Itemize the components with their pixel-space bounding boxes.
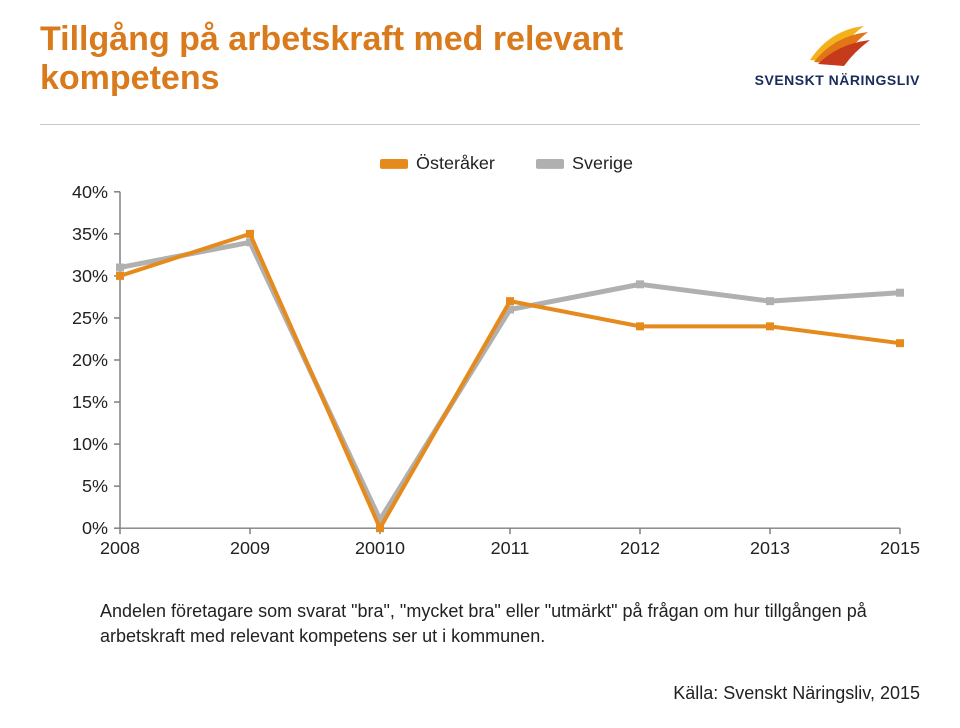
svg-text:35%: 35% [72, 224, 108, 244]
title-divider [40, 124, 920, 125]
svg-text:2011: 2011 [491, 538, 530, 558]
page-title: Tillgång på arbetskraft med relevant kom… [40, 20, 680, 98]
svg-text:Sverige: Sverige [572, 153, 633, 173]
chart-description: Andelen företagare som svarat "bra", "my… [100, 599, 900, 648]
svg-text:Österåker: Österåker [416, 153, 495, 173]
line-chart: 0% 5% 10% 15% 20% 25% 30% 35% 40% 2008 2009 20010 20… [40, 150, 920, 568]
source-text: Källa: Svenskt Näringsliv, 2015 [673, 683, 920, 704]
svg-text:2015: 2015 [880, 538, 920, 558]
slide: Tillgång på arbetskraft med relevant kom… [0, 0, 960, 728]
brand-logo: SVENSKT NÄRINGSLIV [755, 22, 920, 88]
svg-text:25%: 25% [72, 308, 108, 328]
svg-text:2009: 2009 [230, 538, 270, 558]
svg-text:15%: 15% [72, 392, 108, 412]
svg-text:5%: 5% [82, 476, 108, 496]
svg-text:2013: 2013 [750, 538, 790, 558]
brand-name: SVENSKT NÄRINGSLIV [755, 72, 920, 88]
flame-icon [800, 22, 874, 68]
svg-text:2012: 2012 [620, 538, 660, 558]
svg-text:2008: 2008 [100, 538, 140, 558]
svg-text:30%: 30% [72, 266, 108, 286]
svg-text:20%: 20% [72, 350, 108, 370]
svg-text:10%: 10% [72, 434, 108, 454]
svg-text:40%: 40% [72, 182, 108, 202]
chart-svg: 0% 5% 10% 15% 20% 25% 30% 35% 40% 2008 2009 20010 20… [40, 150, 920, 568]
svg-text:20010: 20010 [355, 538, 405, 558]
svg-text:0%: 0% [82, 518, 108, 538]
